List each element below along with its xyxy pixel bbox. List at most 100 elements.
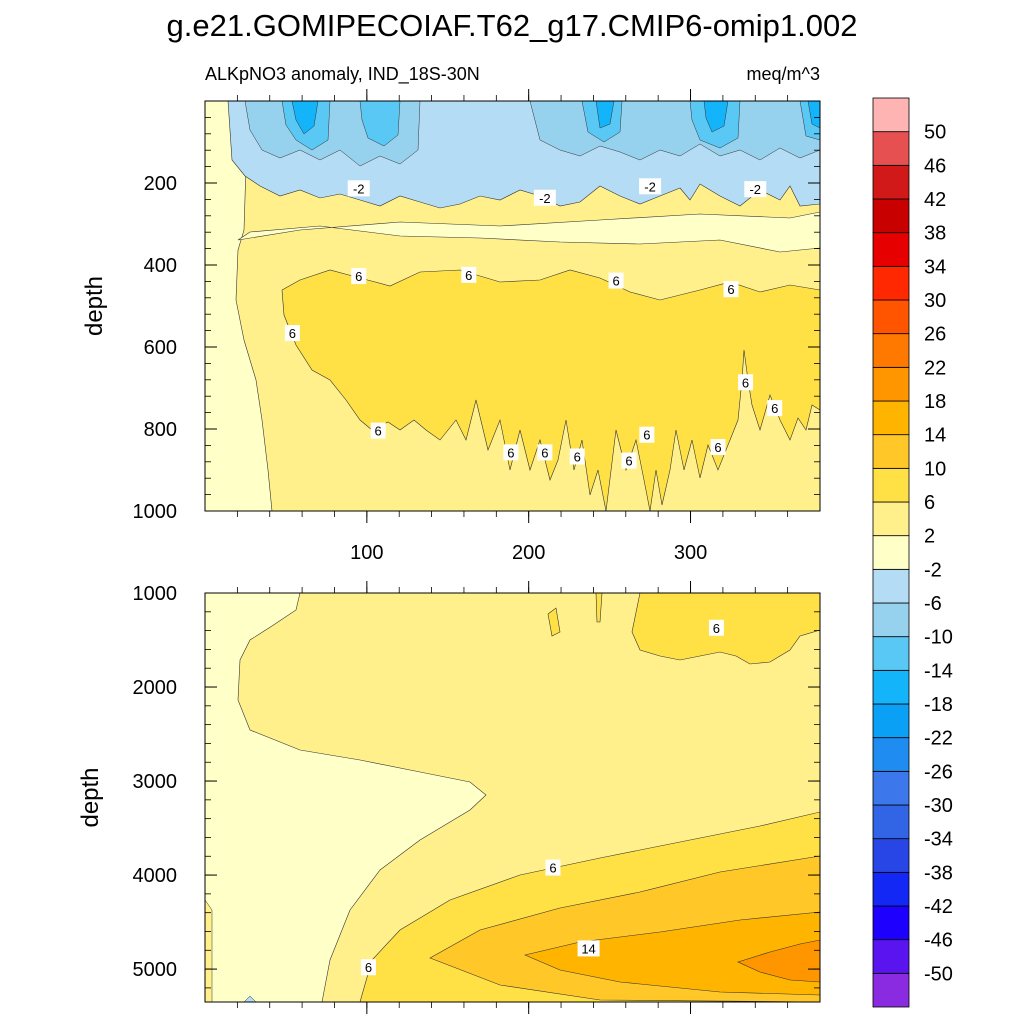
colorbar-label: -18 — [924, 694, 953, 716]
axes-layer: 200 400 600 800 1000 100 200 300 depth 1000 2000 30… — [77, 89, 820, 1014]
upper-fill-deficit-peak — [807, 101, 820, 129]
colorbar: -50-46-42-38-34-30-26-22-18-14-10-6-2261… — [872, 97, 953, 1008]
contour-label: 6 — [365, 960, 372, 975]
contour-label-box — [767, 400, 783, 417]
colorbar-label: -26 — [924, 761, 953, 783]
upper-panel — [205, 101, 820, 511]
colorbar-label: 50 — [924, 122, 946, 144]
upper-fill-core — [281, 269, 820, 511]
colorbar-swatch — [872, 97, 910, 133]
contour-label-box — [370, 422, 386, 439]
colorbar-swatch — [872, 737, 910, 772]
lower-fill-blob — [631, 593, 820, 665]
contour-label: 6 — [727, 282, 734, 297]
lower-fill-west-sliver — [205, 899, 213, 1002]
colorbar-swatch — [872, 568, 910, 604]
contour-label: 6 — [771, 401, 778, 416]
colorbar-swatch — [872, 636, 910, 671]
lower-fill-spot — [243, 995, 257, 1002]
contour-label-box — [537, 444, 553, 461]
colorbar-label: 10 — [924, 458, 946, 480]
contour-label: 6 — [465, 268, 472, 283]
contour-label-box — [503, 444, 519, 461]
contour-label: 6 — [742, 375, 749, 390]
colorbar-swatch — [872, 501, 910, 537]
upper-fill-deficit-peak — [703, 101, 729, 133]
upper-fill-deficit-core — [359, 101, 401, 147]
x-tick-label: 200 — [512, 542, 545, 564]
colorbar-swatch — [872, 669, 910, 705]
y-tick-label: 4000 — [133, 865, 178, 887]
x-tick-label: 300 — [674, 542, 707, 564]
colorbar-label: -50 — [924, 963, 953, 985]
colorbar-label: 26 — [924, 324, 946, 346]
contour-label: 6 — [355, 269, 362, 284]
y-tick-label: 5000 — [133, 959, 178, 981]
colorbar-label: 42 — [924, 189, 946, 211]
contour-label-box — [284, 325, 300, 342]
colorbar-swatch — [872, 838, 910, 873]
colorbar-label: -30 — [924, 795, 953, 817]
colorbar-label: 38 — [924, 223, 946, 245]
contour-label: 6 — [612, 274, 619, 289]
colorbar-label: -46 — [924, 930, 953, 952]
contour-label-box — [738, 374, 754, 391]
contour-label: -2 — [539, 191, 551, 206]
contour-label-box — [608, 272, 624, 289]
upper-panel-frame — [204, 100, 821, 512]
colorbar-swatch — [872, 535, 910, 570]
upper-fill-near-zero-west — [205, 101, 273, 511]
contour-label-box — [744, 181, 767, 198]
colorbar-swatch — [872, 198, 910, 234]
upper-fill-near-zero-band — [237, 211, 820, 253]
contour-label: -2 — [353, 181, 365, 196]
upper-fill-deficit-peak — [595, 101, 615, 129]
contour-label-box — [639, 426, 655, 443]
contour-label-box — [621, 452, 637, 469]
colorbar-swatch — [872, 770, 910, 806]
y-tick-label: 1000 — [133, 583, 178, 605]
colorbar-swatch — [872, 400, 910, 436]
lower-fill-blob — [595, 593, 603, 623]
colorbar-label: 18 — [924, 391, 946, 413]
lower-panel — [205, 593, 820, 1002]
colorbar-swatch — [872, 871, 910, 907]
y-tick-label: 800 — [144, 419, 177, 441]
contour-label-box — [639, 178, 662, 195]
contour-label-box — [360, 959, 376, 976]
colorbar-swatch — [872, 265, 910, 301]
y-tick-label: 600 — [144, 337, 177, 359]
colorbar-label: -14 — [924, 660, 953, 682]
colorbar-swatch — [872, 703, 910, 739]
y-tick-label: 3000 — [133, 771, 178, 793]
colorbar-swatch — [872, 131, 910, 166]
contour-label-box — [710, 439, 726, 456]
colorbar-swatch — [872, 434, 910, 469]
colorbar-label: 6 — [924, 492, 935, 514]
y-tick-label: 1000 — [133, 501, 178, 523]
colorbar-label: -2 — [924, 559, 942, 581]
colorbar-label: -38 — [924, 862, 953, 884]
contour-label: 6 — [574, 449, 581, 464]
y-tick-label: 2000 — [133, 677, 178, 699]
contour-label: 6 — [643, 428, 650, 443]
contour-label: -2 — [749, 182, 761, 197]
colorbar-label: 30 — [924, 290, 946, 312]
colorbar-label: 34 — [924, 256, 946, 278]
contour-label: 6 — [375, 424, 382, 439]
contour-label-box — [533, 189, 556, 206]
panel-subtitle-right: meq/m^3 — [747, 64, 820, 84]
colorbar-label: -42 — [924, 896, 953, 918]
lower-fill-deep-core — [737, 939, 820, 983]
contour-label: 6 — [507, 445, 514, 460]
colorbar-swatch — [872, 333, 910, 368]
colorbar-swatch — [872, 972, 910, 1008]
colorbar-label: 22 — [924, 357, 946, 379]
colorbar-swatch — [872, 804, 910, 840]
panel-subtitle-left: ALKpNO3 anomaly, IND_18S-30N — [205, 64, 480, 85]
contour-label-box — [347, 180, 370, 197]
colorbar-swatch — [872, 602, 910, 638]
contour-label-box — [461, 266, 477, 283]
